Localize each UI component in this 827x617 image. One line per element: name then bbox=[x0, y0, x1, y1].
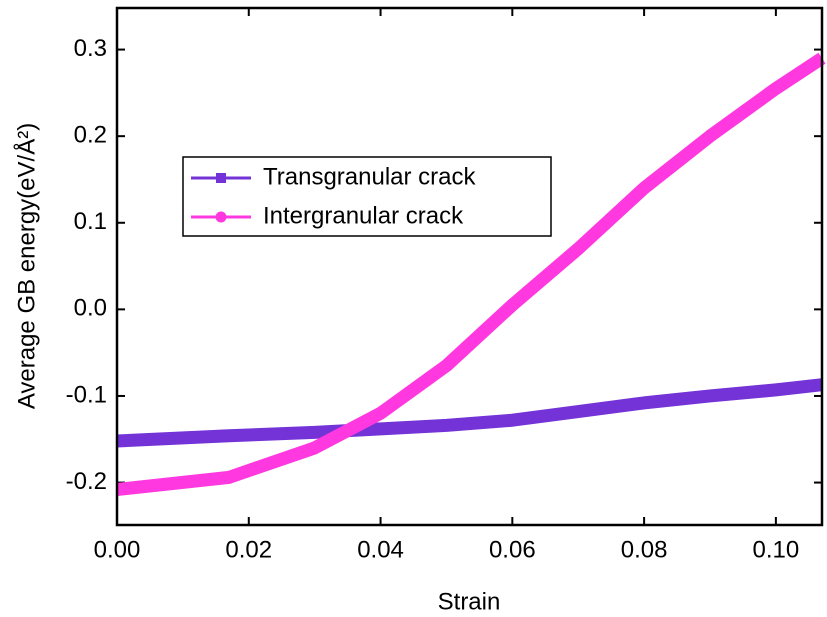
y-axis-label: Average GB energy(eV/Å²) bbox=[12, 123, 40, 409]
plot-frame bbox=[115, 6, 824, 527]
x-tick-label: 0.00 bbox=[94, 536, 141, 563]
x-tick-label: 0.04 bbox=[357, 536, 404, 563]
y-tick-label: 0.1 bbox=[74, 208, 107, 235]
series-line bbox=[116, 378, 823, 448]
y-tick-label: 0.2 bbox=[74, 122, 107, 149]
series-line bbox=[116, 52, 826, 496]
x-tick-label: 0.08 bbox=[621, 536, 668, 563]
x-axis-label: Strain bbox=[438, 588, 501, 615]
x-tick-label: 0.06 bbox=[489, 536, 536, 563]
y-tick-label: -0.2 bbox=[66, 468, 107, 495]
legend-box bbox=[182, 156, 552, 237]
legend-label: Transgranular crack bbox=[263, 163, 477, 190]
x-tick-label: 0.10 bbox=[753, 536, 800, 563]
legend-marker bbox=[216, 173, 226, 183]
legend-marker bbox=[215, 211, 227, 223]
y-tick-label: 0.3 bbox=[74, 35, 107, 62]
y-tick-label: -0.1 bbox=[66, 381, 107, 408]
legend-label: Intergranular crack bbox=[263, 202, 464, 229]
y-tick-label: 0.0 bbox=[74, 295, 107, 322]
x-tick-label: 0.02 bbox=[225, 536, 272, 563]
